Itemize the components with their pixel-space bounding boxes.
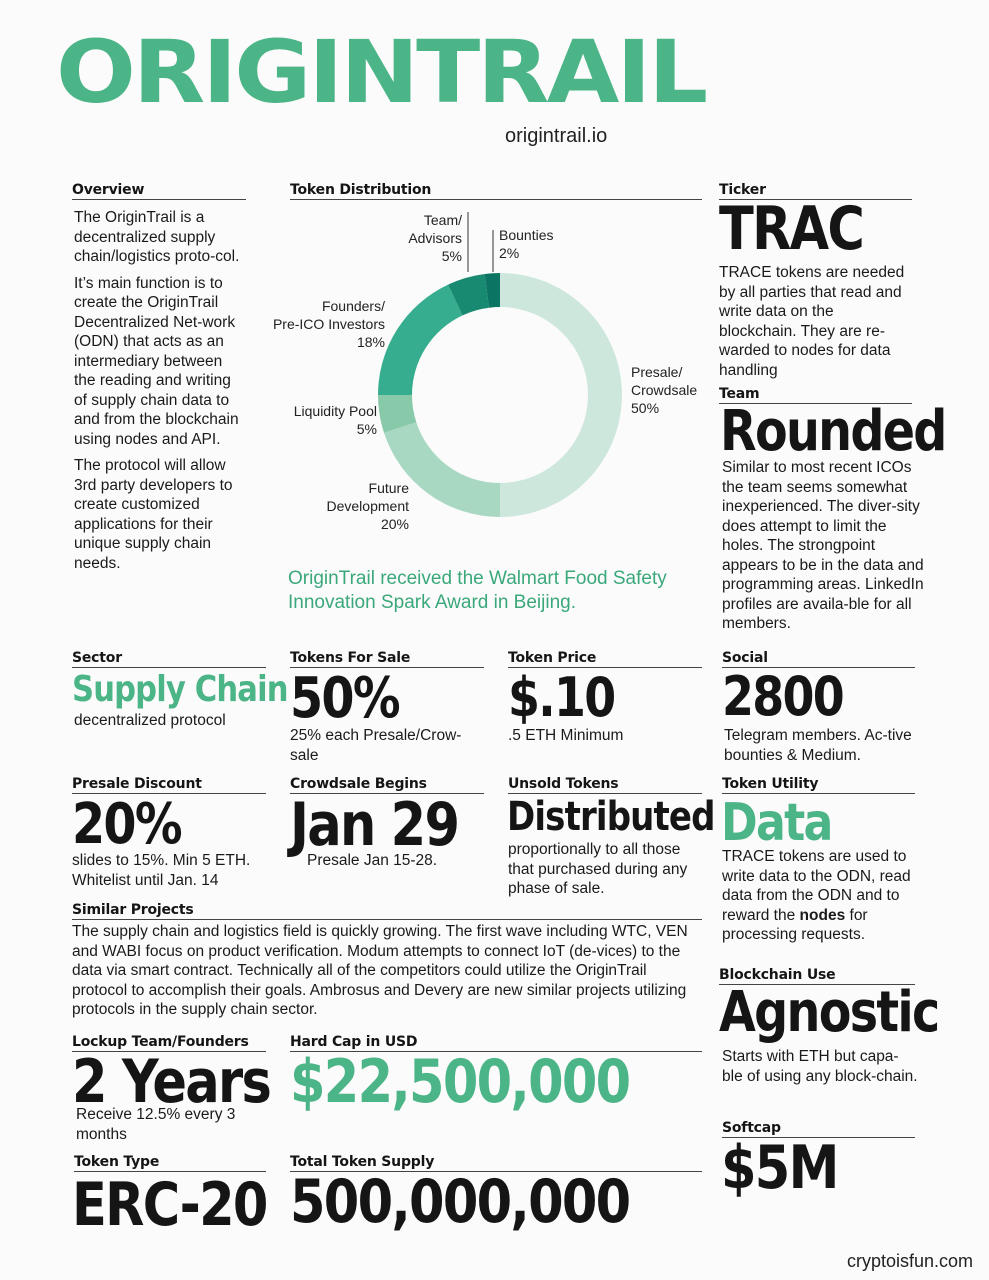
award-text: OriginTrail received the Walmart Food Sa… (288, 568, 667, 613)
footer-credit[interactable]: cryptoisfun.com (846, 1251, 973, 1271)
donut-slice-future-development (383, 422, 500, 517)
team-text: Similar to most recent ICOs the team see… (722, 459, 924, 632)
token-price-label: Token Price (508, 650, 702, 668)
presale-discount-label: Presale Discount (72, 776, 266, 794)
label-future: Future Development 20% (326, 480, 410, 532)
tokens-for-sale-text: 25% each Presale/Crow-sale (290, 727, 462, 764)
sector-value: Supply Chain (72, 669, 289, 710)
lockup-value: 2 Years (72, 1047, 272, 1117)
label-founders: Founders/Pre-ICO Investors 18% (272, 298, 385, 350)
sector-text: decentralized protocol (74, 712, 226, 729)
blockchain-use-value: Agnostic (719, 980, 940, 1045)
hard-cap-value: $22,500,000 (290, 1047, 631, 1117)
token-price-value: $.10 (508, 666, 616, 729)
overview-paragraph-2: It’s main function is to create the Orig… (74, 274, 239, 448)
crowdsale-value: Jan 29 (290, 790, 460, 860)
crowdsale-text: Presale Jan 15-28. (307, 852, 438, 869)
token-price-text: .5 ETH Minimum (508, 727, 624, 744)
lockup-text: Receive 12.5% every 3 months (76, 1106, 236, 1143)
donut-slice-team-advisors (448, 273, 489, 316)
ticker-text: TRACE tokens are needed by all parties t… (719, 264, 905, 379)
token-distribution-label: Token Distribution (290, 182, 702, 200)
overview-label: Overview (72, 182, 246, 200)
overview-paragraph-1: The OriginTrail is a decentralized suppl… (74, 209, 240, 265)
token-utility-text: TRACE tokens are used to write data to t… (722, 848, 911, 943)
presale-discount-text: slides to 15%. Min 5 ETH. Whitelist unti… (72, 852, 251, 889)
unsold-tokens-text: proportionally to all those that purchas… (508, 841, 688, 897)
donut-slice-liquidity-pool (378, 395, 417, 433)
token-distribution-donut (378, 273, 622, 517)
label-presale: Presale/Crowdsale 50% (631, 364, 698, 416)
sector-label: Sector (72, 650, 266, 668)
hard-cap-label: Hard Cap in USD (290, 1034, 702, 1052)
presale-discount-value: 20% (72, 792, 183, 857)
similar-projects-label: Similar Projects (72, 902, 702, 920)
similar-projects-text: The supply chain and logistics field is … (72, 923, 688, 1018)
donut-slice-presale-crowdsale (500, 273, 622, 517)
total-supply-label: Total Token Supply (290, 1154, 702, 1172)
token-utility-value: Data (721, 793, 833, 853)
total-supply-value: 500,000,000 (290, 1167, 631, 1237)
crowdsale-label: Crowdsale Begins (290, 776, 484, 794)
token-type-value: ERC-20 (72, 1170, 268, 1240)
team-label: Team (719, 386, 912, 404)
ticker-label: Ticker (719, 182, 912, 200)
ticker-value: TRAC (719, 194, 865, 264)
token-utility-label: Token Utility (722, 776, 915, 794)
label-liquidity: Liquidity Pool 5% (293, 403, 377, 437)
team-value: Rounded (720, 399, 947, 464)
softcap-value: $5M (721, 1133, 839, 1203)
social-value: 2800 (722, 665, 845, 728)
unsold-tokens-label: Unsold Tokens (508, 776, 702, 794)
tokens-for-sale-value: 50% (290, 666, 401, 731)
overview-paragraph-3: The protocol will allow 3rd party develo… (74, 457, 233, 572)
leader-lines (467, 212, 494, 272)
donut-slice-founders-pre-ico-investors (378, 284, 463, 395)
website-url[interactable]: origintrail.io (505, 125, 608, 147)
social-text: Telegram members. Ac-tive bounties & Med… (724, 727, 912, 764)
overview-text: The OriginTrail is a decentralized suppl… (74, 208, 246, 580)
label-team: Team/Advisors 5% (408, 212, 462, 264)
unsold-tokens-value: Distributed (507, 794, 715, 840)
token-type-label: Token Type (74, 1154, 266, 1172)
blockchain-use-label: Blockchain Use (719, 967, 915, 985)
tokens-for-sale-label: Tokens For Sale (290, 650, 484, 668)
lockup-label: Lockup Team/Founders (72, 1034, 266, 1052)
blockchain-use-text: Starts with ETH but capa-ble of using an… (722, 1048, 918, 1085)
label-bounties: Bounties 2% (499, 227, 554, 261)
softcap-label: Softcap (722, 1120, 915, 1138)
nodes-emphasis: nodes (799, 906, 846, 924)
logo: ORIGINTRAIL (56, 22, 708, 123)
donut-slice-bounties (484, 273, 500, 308)
social-label: Social (722, 650, 915, 668)
